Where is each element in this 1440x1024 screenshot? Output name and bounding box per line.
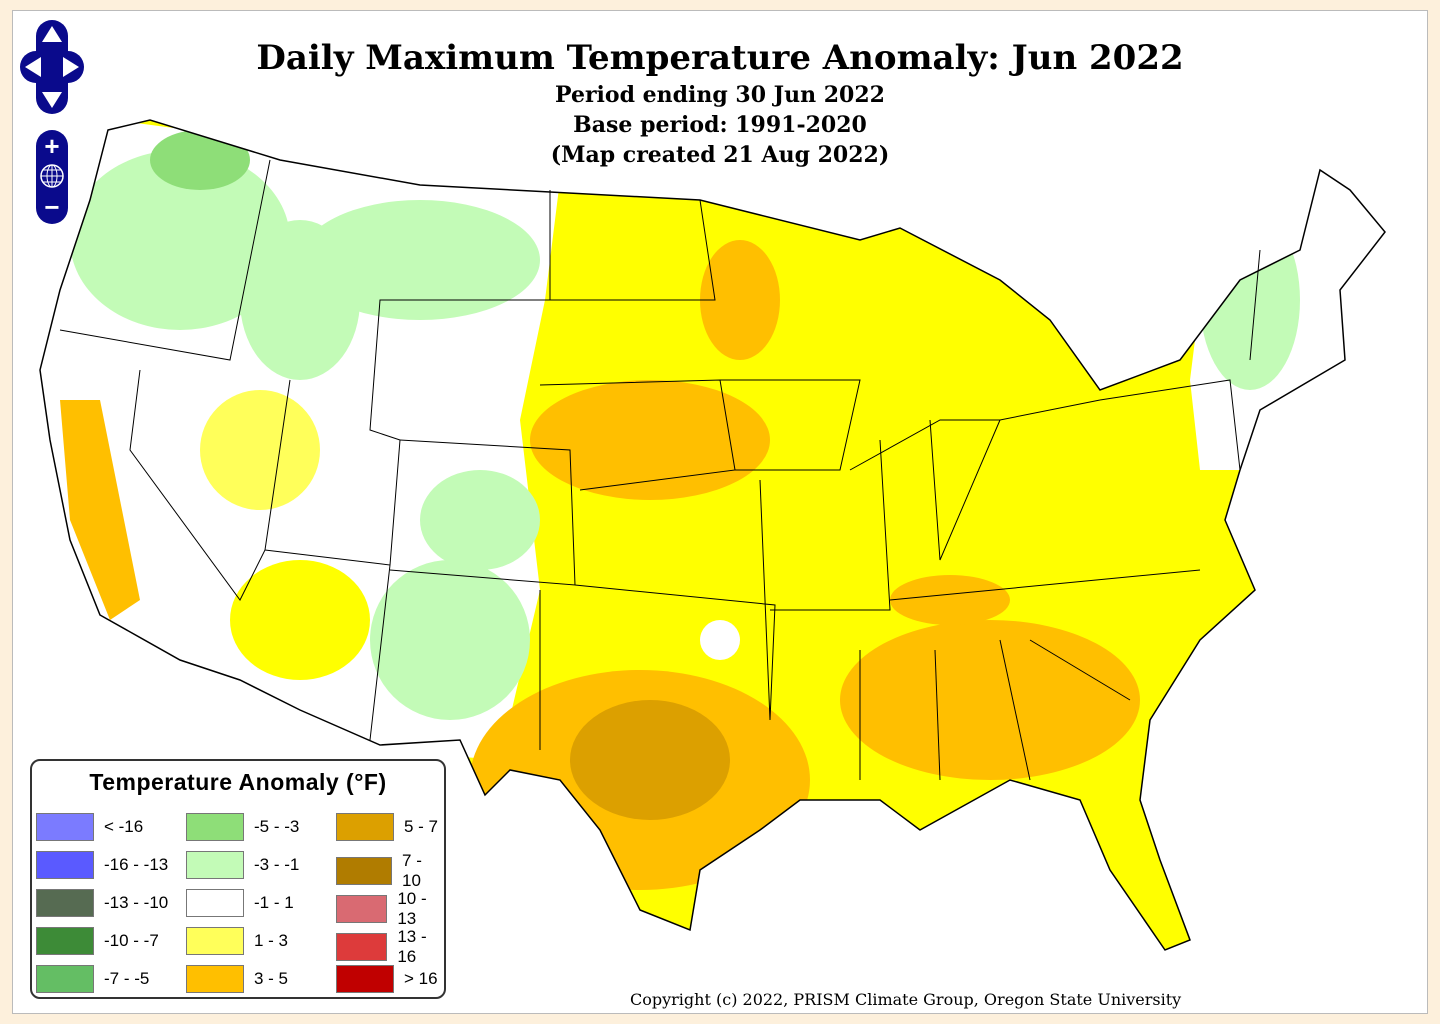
legend-label: 7 - 10 — [402, 851, 422, 890]
state-borders — [59, 159, 1261, 781]
legend-swatch — [186, 851, 244, 879]
legend-item: 7 - 10 — [336, 851, 444, 891]
legend-label: -13 - -10 — [104, 893, 169, 912]
legend-label: -3 - -1 — [254, 855, 300, 874]
zoom-in-button[interactable]: + — [44, 131, 60, 161]
legend-swatch — [36, 965, 94, 993]
legend-title: Temperature Anomaly (°F) — [89, 769, 387, 795]
legend-swatch — [186, 889, 244, 917]
legend-swatch — [336, 965, 394, 993]
legend-item: -3 - -1 — [186, 851, 299, 879]
legend-item: -7 - -5 — [36, 965, 149, 993]
cool-region-montana — [300, 200, 540, 320]
warm-region-california — [60, 400, 140, 620]
legend-label: -1 - 1 — [254, 893, 294, 912]
legend-item: -1 - 1 — [186, 889, 294, 917]
pan-down-icon[interactable] — [42, 92, 62, 108]
hot-region-texas — [570, 700, 730, 820]
legend-label: 10 - 13 — [397, 889, 427, 928]
legend-item: -5 - -3 — [186, 813, 299, 841]
legend-item: 1 - 3 — [186, 927, 288, 955]
zoom-out-button[interactable]: − — [44, 192, 60, 222]
pan-right-icon[interactable] — [63, 57, 79, 77]
legend-item: -16 - -13 — [36, 851, 168, 879]
legend-item: > 16 — [336, 965, 438, 993]
globe-icon[interactable] — [39, 163, 65, 189]
warm-region-southeast — [840, 620, 1140, 780]
cool-region-northwest — [70, 150, 290, 330]
warm-region-tennessee — [890, 575, 1010, 625]
cool-region-new-mexico — [370, 560, 530, 720]
legend-swatch — [186, 813, 244, 841]
legend-label: 13 - 16 — [397, 927, 427, 966]
copyright: Copyright (c) 2022, PRISM Climate Group,… — [630, 990, 1182, 1009]
legend-label: > 16 — [404, 969, 438, 988]
legend-label: 3 - 5 — [254, 969, 289, 988]
legend-item: -10 - -7 — [36, 927, 159, 955]
legend-label: -5 - -3 — [254, 817, 300, 836]
legend-item: 13 - 16 — [336, 927, 444, 967]
legend-item: 5 - 7 — [336, 813, 438, 841]
cool-region-idaho — [240, 220, 360, 380]
legend-label: -16 - -13 — [104, 855, 169, 874]
legend-swatch — [336, 857, 393, 885]
legend-swatch — [36, 813, 94, 841]
legend-label: 5 - 7 — [404, 817, 439, 836]
pan-left-icon[interactable] — [25, 57, 41, 77]
legend-swatch — [336, 933, 388, 961]
pan-control[interactable] — [20, 20, 84, 114]
warm-region-dakotas — [700, 240, 780, 360]
warm-region-nevada — [200, 390, 320, 510]
legend-label: -7 - -5 — [104, 969, 150, 988]
legend-label: -10 - -7 — [104, 931, 159, 950]
legend-item: 3 - 5 — [186, 965, 288, 993]
legend-label: < -16 — [104, 817, 144, 836]
legend-swatch — [36, 927, 94, 955]
legend-item: -13 - -10 — [36, 889, 168, 917]
cool-region-new-england — [1200, 210, 1300, 390]
legend-swatch — [186, 927, 244, 955]
legend-swatch — [336, 813, 394, 841]
legend-label: 1 - 3 — [254, 931, 289, 950]
map-title: Daily Maximum Temperature Anomaly: Jun 2… — [256, 38, 1184, 78]
cool-region-cascades — [150, 130, 250, 190]
warm-region-arizona — [230, 560, 370, 680]
map-created: (Map created 21 Aug 2022) — [550, 142, 890, 168]
legend-item: 10 - 13 — [336, 889, 444, 929]
legend-item: < -16 — [36, 813, 143, 841]
legend-swatch — [36, 889, 94, 917]
legend-swatch — [36, 851, 94, 879]
legend-swatch — [336, 895, 388, 923]
warm-region-plains — [530, 380, 770, 500]
legend: Temperature Anomaly (°F) < -16 -16 - -13 -… — [30, 759, 446, 999]
neutral-spot-oklahoma — [700, 620, 740, 660]
legend-swatch — [186, 965, 244, 993]
cool-region-colorado — [420, 470, 540, 570]
zoom-control: + − — [36, 130, 68, 224]
pan-up-icon[interactable] — [42, 26, 62, 42]
period-ending: Period ending 30 Jun 2022 — [555, 82, 885, 108]
base-period: Base period: 1991-2020 — [573, 112, 867, 138]
